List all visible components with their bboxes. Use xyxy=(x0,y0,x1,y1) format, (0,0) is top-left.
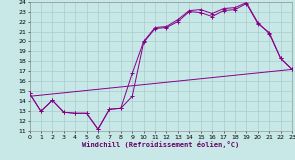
X-axis label: Windchill (Refroidissement éolien,°C): Windchill (Refroidissement éolien,°C) xyxy=(82,141,240,148)
